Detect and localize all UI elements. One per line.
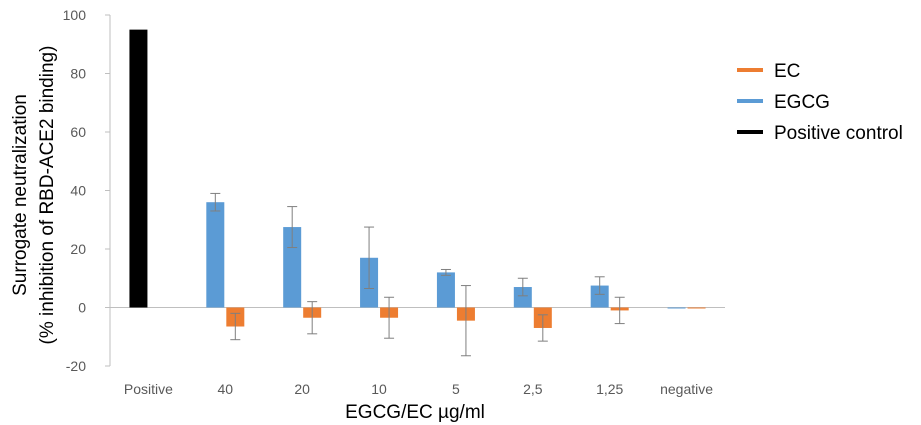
- y-tick-label: -20: [66, 358, 86, 374]
- y-tick-label: 100: [63, 7, 87, 23]
- x-tick-label: 10: [371, 381, 387, 397]
- x-tick-label: negative: [660, 381, 713, 397]
- plot-area: 100 80 60 40 20 0 -20 Positive 40 20 10 5 2,5 1,25 neg…: [63, 7, 725, 397]
- bar-ec: [688, 308, 706, 309]
- bar-egcg: [206, 202, 224, 307]
- legend-label-egcg: EGCG: [774, 92, 830, 113]
- bar-egcg: [668, 308, 686, 309]
- y-tick-label: 20: [70, 241, 86, 257]
- x-tick-label: 1,25: [596, 381, 623, 397]
- y-tick-label: 40: [70, 183, 86, 199]
- x-tick-label: 5: [452, 381, 460, 397]
- y-tick-label: 0: [78, 300, 86, 316]
- x-tick-label: Positive: [124, 381, 173, 397]
- y-axis-title-line2: (% inhibition of RBD-ACE2 binding): [37, 46, 58, 345]
- x-tick-label: 2,5: [523, 381, 543, 397]
- y-tick-label: 80: [70, 66, 86, 82]
- bar-positive-control: [129, 30, 147, 308]
- legend-label-ec: EC: [774, 61, 800, 82]
- x-tick-label: 20: [294, 381, 310, 397]
- legend: EC EGCG Positive control: [737, 61, 903, 144]
- y-axis-title-line1: Surrogate neutralization: [10, 94, 31, 296]
- x-tick-label: 40: [218, 381, 234, 397]
- y-tick-label: 60: [70, 124, 86, 140]
- legend-label-positive-control: Positive control: [774, 123, 903, 144]
- bar-egcg: [437, 272, 455, 307]
- x-axis-title: EGCG/EC µg/ml: [345, 402, 485, 423]
